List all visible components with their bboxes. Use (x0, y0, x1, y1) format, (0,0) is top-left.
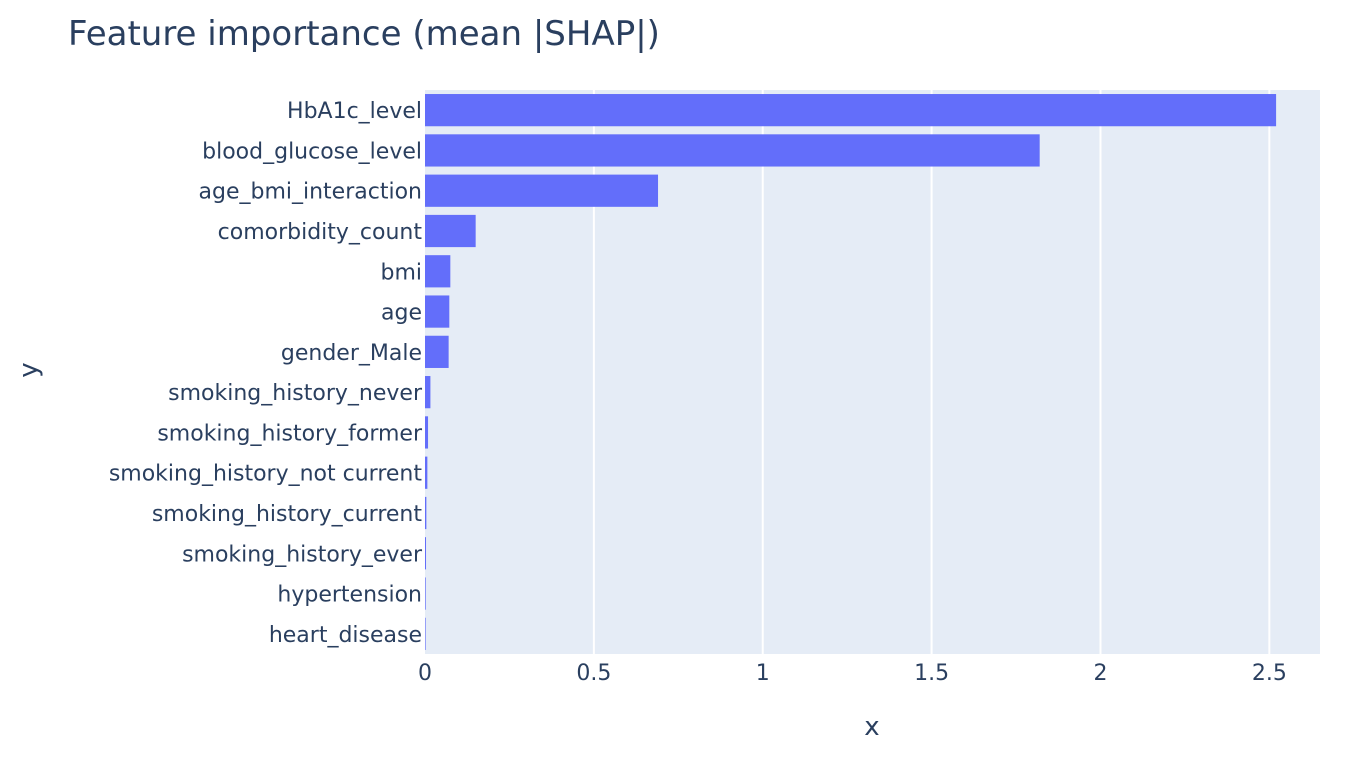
y-tick-label: age (381, 301, 422, 326)
y-tick-label: hypertension (277, 583, 422, 608)
bar[interactable] (425, 456, 428, 489)
x-tick-label: 2.5 (1252, 661, 1287, 686)
y-axis-title: y (14, 362, 44, 377)
y-tick-label: comorbidity_count (218, 220, 423, 245)
y-tick-label: HbA1c_level (287, 99, 422, 124)
bar[interactable] (425, 617, 426, 650)
bar[interactable] (425, 496, 427, 530)
y-tick-label: heart_disease (269, 623, 422, 648)
bar[interactable] (425, 214, 476, 248)
bar[interactable] (425, 255, 451, 288)
bar[interactable] (425, 537, 427, 570)
y-tick-label: smoking_history_never (168, 381, 423, 406)
bar[interactable] (425, 376, 431, 409)
bar[interactable] (425, 416, 429, 449)
y-tick-label: smoking_history_former (157, 421, 423, 446)
y-tick-labels: HbA1c_level blood_glucose_level age_bmi_in… (109, 99, 423, 648)
y-tick-label: blood_glucose_level (202, 139, 422, 164)
y-tick-label: gender_Male (281, 341, 422, 366)
x-tick-label: 0 (418, 661, 432, 686)
x-tick-label: 1.5 (914, 661, 949, 686)
bar[interactable] (425, 295, 450, 328)
y-tick-label: smoking_history_not current (109, 462, 423, 487)
x-axis-title: x (864, 712, 879, 742)
y-tick-label: smoking_history_ever (182, 542, 423, 567)
y-tick-label: age_bmi_interaction (199, 180, 422, 205)
x-tick-label: 1 (756, 661, 770, 686)
y-tick-label: bmi (380, 260, 422, 285)
x-tick-labels: 0 0.5 1 1.5 2 2.5 (418, 661, 1287, 686)
bar[interactable] (425, 94, 1277, 127)
x-tick-label: 0.5 (576, 661, 611, 686)
y-tick-label: smoking_history_current (152, 502, 423, 527)
bar[interactable] (425, 134, 1040, 167)
chart-title: Feature importance (mean |SHAP|) (68, 14, 660, 54)
bar[interactable] (425, 174, 659, 207)
x-tick-label: 2 (1093, 661, 1107, 686)
bar[interactable] (425, 335, 449, 368)
bars (425, 94, 1277, 650)
bar[interactable] (425, 577, 426, 610)
